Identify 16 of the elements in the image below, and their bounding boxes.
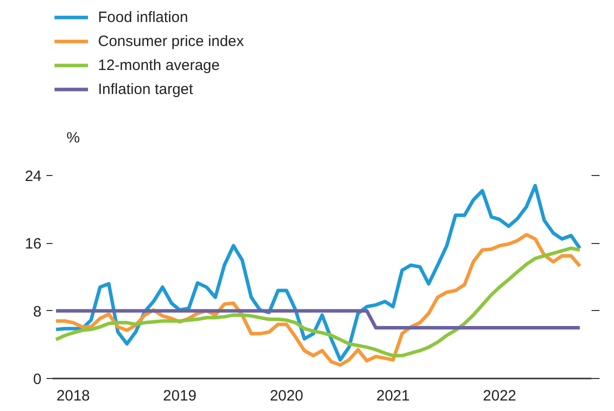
y-tick-label: 0: [33, 371, 42, 388]
x-tick-label: 2020: [270, 388, 304, 404]
y-axis-title: %: [66, 130, 80, 146]
x-tick-label: 2018: [56, 388, 90, 404]
line-series: [54, 184, 582, 362]
y-tick-label: 24: [24, 168, 42, 185]
legend-label: Inflation target: [98, 80, 194, 98]
legend-label: 12-month average: [98, 56, 220, 74]
legend-label: Consumer price index: [98, 32, 244, 50]
x-tick-label: 2021: [376, 388, 410, 404]
legend-label: Food inflation: [98, 8, 188, 26]
y-tick-label: 8: [33, 303, 42, 320]
y-tick-label: 16: [24, 236, 42, 253]
line-series: [54, 246, 582, 358]
x-tick-label: 2019: [163, 388, 196, 404]
x-tick-label: 2022: [482, 388, 516, 404]
